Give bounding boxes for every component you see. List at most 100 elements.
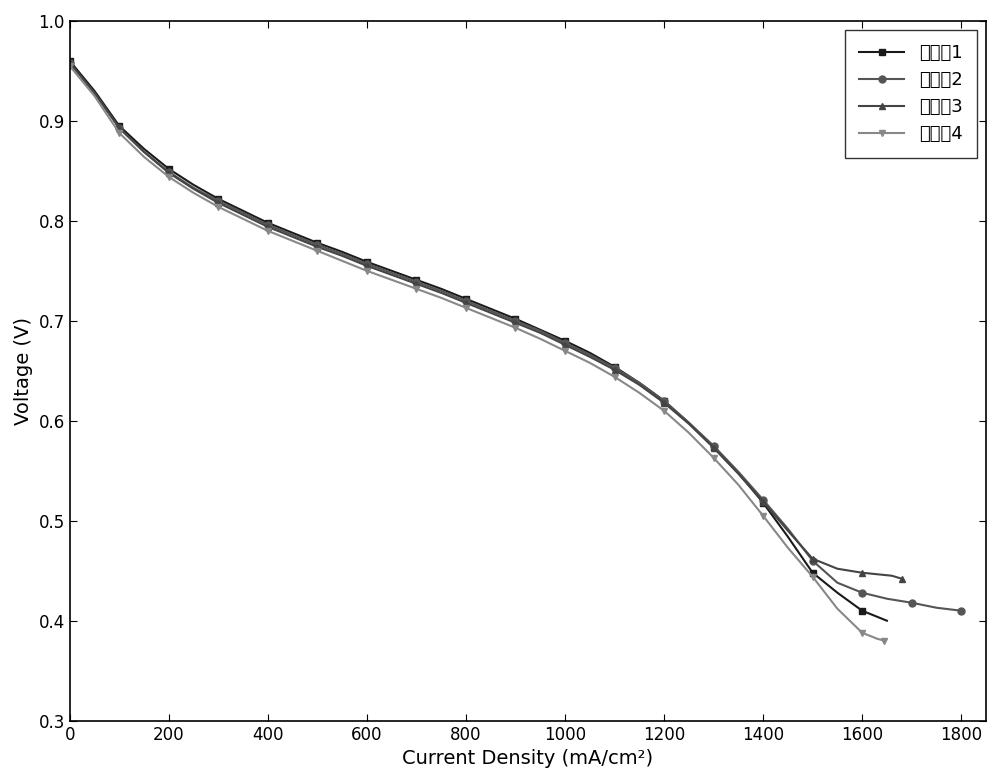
实施例4 (212, 202, 224, 211)
实施例3 (64, 58, 76, 67)
实施例3 (509, 318, 521, 328)
实施例4 (287, 236, 299, 246)
实施例4 (188, 188, 200, 198)
实施例3 (138, 147, 150, 156)
实施例2 (955, 606, 967, 615)
实施例1 (807, 568, 819, 577)
实施例4 (534, 334, 546, 343)
实施例3 (386, 270, 398, 279)
实施例3 (188, 184, 200, 193)
实施例2 (609, 363, 621, 372)
实施例1 (410, 275, 422, 285)
Line: 实施例3: 实施例3 (66, 59, 905, 583)
实施例3 (361, 261, 373, 271)
实施例1 (460, 294, 472, 303)
实施例4 (460, 303, 472, 313)
实施例1 (831, 588, 843, 597)
实施例4 (878, 636, 890, 645)
实施例4 (138, 152, 150, 162)
实施例2 (633, 378, 645, 387)
实施例1 (64, 56, 76, 66)
实施例3 (287, 232, 299, 242)
实施例1 (113, 121, 125, 131)
实施例1 (633, 378, 645, 387)
实施例4 (163, 172, 175, 181)
实施例2 (113, 124, 125, 133)
实施例2 (782, 524, 794, 533)
实施例2 (658, 396, 670, 406)
实施例1 (212, 194, 224, 203)
实施例2 (435, 286, 447, 296)
Line: 实施例2: 实施例2 (66, 59, 965, 614)
实施例4 (871, 634, 883, 644)
实施例2 (212, 196, 224, 206)
实施例3 (485, 308, 497, 317)
实施例1 (683, 418, 695, 428)
实施例1 (237, 206, 249, 216)
实施例1 (757, 498, 769, 508)
实施例1 (311, 239, 323, 248)
实施例3 (212, 198, 224, 207)
实施例1 (732, 468, 744, 478)
实施例3 (896, 574, 908, 583)
实施例3 (237, 210, 249, 220)
实施例1 (485, 304, 497, 314)
实施例2 (757, 495, 769, 504)
实施例4 (856, 628, 868, 637)
实施例1 (163, 164, 175, 174)
实施例2 (410, 277, 422, 286)
实施例1 (336, 247, 348, 256)
实施例4 (113, 128, 125, 138)
实施例3 (807, 554, 819, 564)
实施例2 (856, 588, 868, 597)
实施例2 (64, 58, 76, 67)
实施例3 (831, 564, 843, 573)
实施例1 (534, 325, 546, 335)
实施例1 (509, 314, 521, 324)
实施例3 (609, 365, 621, 375)
实施例3 (683, 419, 695, 429)
实施例4 (757, 511, 769, 521)
实施例3 (410, 279, 422, 289)
实施例1 (708, 442, 720, 451)
实施例3 (460, 298, 472, 307)
实施例1 (386, 266, 398, 275)
实施例1 (856, 606, 868, 615)
实施例4 (683, 428, 695, 437)
实施例1 (435, 284, 447, 293)
实施例4 (782, 543, 794, 552)
实施例2 (138, 147, 150, 156)
实施例2 (906, 598, 918, 608)
实施例1 (361, 257, 373, 267)
实施例3 (311, 242, 323, 252)
实施例4 (262, 226, 274, 235)
实施例1 (881, 616, 893, 626)
实施例2 (188, 183, 200, 192)
实施例1 (559, 336, 571, 346)
实施例1 (188, 180, 200, 189)
实施例2 (311, 240, 323, 249)
实施例4 (633, 388, 645, 397)
实施例1 (262, 218, 274, 228)
实施例4 (584, 358, 596, 368)
实施例1 (287, 228, 299, 238)
实施例1 (88, 86, 100, 95)
实施例4 (485, 313, 497, 322)
X-axis label: Current Density (mA/cm²): Current Density (mA/cm²) (402, 749, 653, 768)
实施例3 (856, 568, 868, 577)
Line: 实施例1: 实施例1 (66, 57, 890, 624)
实施例1 (658, 396, 670, 406)
实施例4 (708, 453, 720, 462)
实施例2 (708, 441, 720, 450)
实施例3 (658, 398, 670, 407)
实施例4 (509, 323, 521, 332)
实施例2 (930, 603, 942, 612)
实施例3 (732, 469, 744, 479)
实施例1 (782, 532, 794, 541)
实施例2 (460, 296, 472, 306)
实施例4 (807, 572, 819, 582)
实施例4 (732, 480, 744, 490)
实施例2 (559, 338, 571, 347)
实施例4 (237, 214, 249, 224)
实施例4 (386, 275, 398, 285)
